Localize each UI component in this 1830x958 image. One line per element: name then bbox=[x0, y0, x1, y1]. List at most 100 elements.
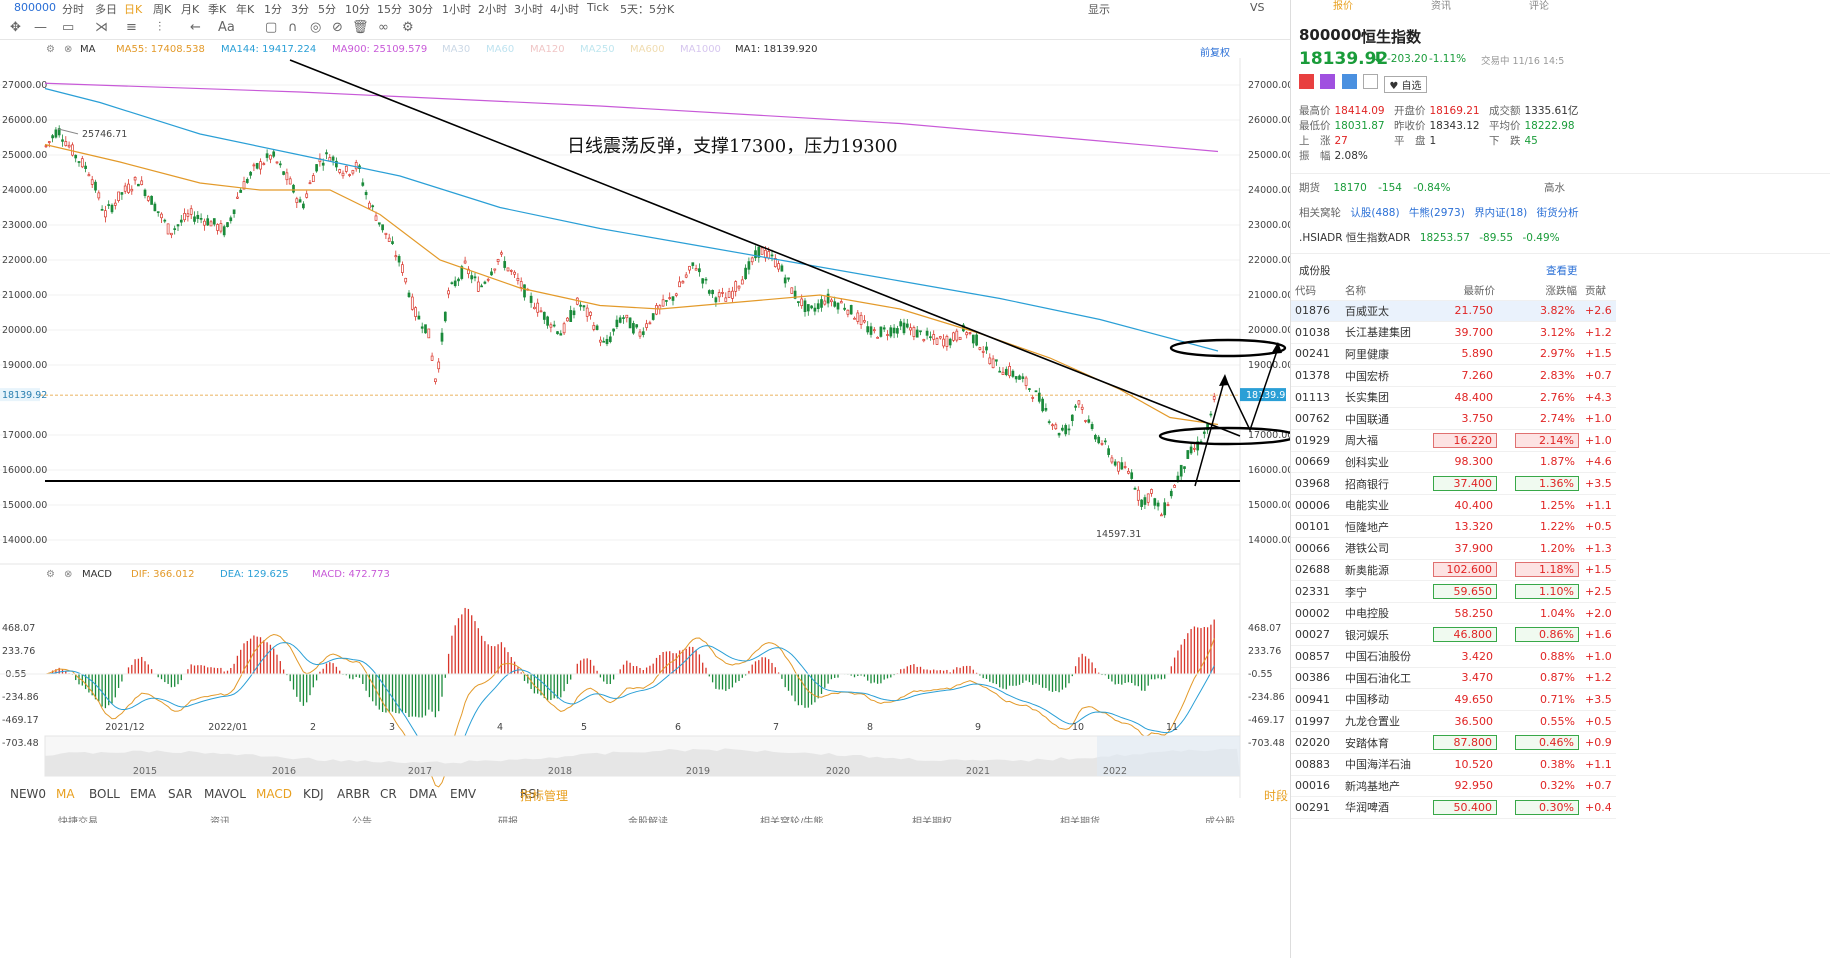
table-row[interactable]: 00241 阿里健康 5.890 2.97% +1.5 bbox=[1291, 343, 1616, 366]
period-tab-8[interactable]: 3分 bbox=[291, 3, 309, 15]
bottom-tab-0[interactable]: 快捷交易 bbox=[58, 817, 98, 823]
view-more-link[interactable]: 查看更 bbox=[1546, 265, 1578, 277]
table-row[interactable]: 00027 银河娱乐 46.800 0.86% +1.6 bbox=[1291, 623, 1616, 646]
trash-icon[interactable]: 🗑 bbox=[352, 20, 369, 35]
table-row[interactable]: 00762 中国联通 3.750 2.74% +1.0 bbox=[1291, 407, 1616, 431]
gear-icon[interactable]: ⚙ bbox=[46, 569, 55, 580]
table-row[interactable]: 01038 长江基建集团 39.700 3.12% +1.2 bbox=[1291, 321, 1616, 344]
column-header-0[interactable]: 代码 bbox=[1291, 282, 1341, 301]
indicator-tab-0[interactable]: NEW0 bbox=[10, 787, 47, 801]
period-tab-1[interactable]: 多日 bbox=[95, 3, 117, 15]
period-tab-6[interactable]: 年K bbox=[236, 3, 255, 15]
cbbc-link[interactable]: 牛熊(2973) bbox=[1408, 207, 1465, 219]
table-row[interactable]: 00006 电能实业 40.400 1.25% +1.1 bbox=[1291, 494, 1616, 517]
macd-label[interactable]: MACD bbox=[82, 569, 112, 580]
session-button[interactable]: 时段 bbox=[1264, 789, 1289, 803]
text-tool-icon[interactable]: Aa bbox=[218, 20, 235, 35]
bottom-tab-1[interactable]: 资讯 bbox=[210, 817, 230, 823]
table-row[interactable]: 02688 新奥能源 102.600 1.18% +1.5 bbox=[1291, 559, 1616, 582]
crosshair-icon[interactable]: ✥ bbox=[10, 20, 21, 35]
period-tab-17[interactable]: Tick bbox=[587, 1, 609, 14]
period-tab-0[interactable]: 分时 bbox=[62, 3, 84, 15]
table-row[interactable]: 01929 周大福 16.220 2.14% +1.0 bbox=[1291, 429, 1616, 452]
bottom-tab-8[interactable]: 成分股 bbox=[1205, 817, 1235, 823]
period-tab-11[interactable]: 15分 bbox=[377, 3, 402, 15]
magnet-icon[interactable]: ∩ bbox=[288, 20, 298, 35]
indicator-tab-8[interactable]: ARBR bbox=[337, 787, 371, 801]
indicator-tab-10[interactable]: DMA bbox=[409, 787, 437, 801]
arrow-tool-icon[interactable]: ← bbox=[190, 20, 201, 35]
indicator-tab-3[interactable]: EMA bbox=[130, 787, 157, 801]
period-tab-9[interactable]: 5分 bbox=[318, 3, 336, 15]
settings-icon[interactable]: ⚙ bbox=[402, 20, 414, 35]
period-tab-10[interactable]: 10分 bbox=[345, 3, 370, 15]
fib-tool-icon[interactable]: ≡ bbox=[126, 20, 137, 35]
tab-comments[interactable]: 评论 bbox=[1529, 1, 1549, 12]
period-tab-5[interactable]: 季K bbox=[208, 3, 227, 15]
futures-row[interactable]: 期货 18170 -154 -0.84% bbox=[1299, 180, 1450, 195]
indicator-tab-5[interactable]: MAVOL bbox=[204, 787, 246, 801]
table-row[interactable]: 00941 中国移动 49.650 0.71% +3.5 bbox=[1291, 688, 1616, 711]
period-tab-15[interactable]: 3小时 bbox=[514, 3, 543, 15]
period-tab-4[interactable]: 月K bbox=[181, 3, 200, 15]
table-row[interactable]: 00883 中国海洋石油 10.520 0.38% +1.1 bbox=[1291, 753, 1616, 776]
table-row[interactable]: 01876 百威亚太 21.750 3.82% +2.6 bbox=[1291, 300, 1616, 323]
bottom-tab-2[interactable]: 公告 bbox=[352, 817, 372, 823]
table-row[interactable]: 03968 招商银行 37.400 1.36% +3.5 bbox=[1291, 472, 1616, 495]
note-icon[interactable] bbox=[1363, 74, 1379, 89]
stock-code[interactable]: 800000 bbox=[14, 1, 56, 14]
table-row[interactable]: 00016 新鸿基地产 92.950 0.32% +0.7 bbox=[1291, 775, 1616, 798]
table-row[interactable]: 01378 中国宏桥 7.260 2.83% +0.7 bbox=[1291, 364, 1616, 387]
table-row[interactable]: 00101 恒隆地产 13.320 1.22% +0.5 bbox=[1291, 515, 1616, 539]
hide-icon[interactable]: ⊘ bbox=[332, 20, 343, 35]
eye-icon[interactable]: ◎ bbox=[310, 20, 322, 35]
indicator-tab-7[interactable]: KDJ bbox=[303, 787, 324, 801]
lightning-icon[interactable] bbox=[1320, 74, 1336, 89]
table-row[interactable]: 01113 长实集团 48.400 2.76% +4.3 bbox=[1291, 386, 1616, 409]
indicator-tab-12[interactable]: RSI bbox=[520, 787, 540, 801]
adjust-button[interactable]: 前复权 bbox=[1200, 48, 1230, 59]
indicator-tab-11[interactable]: EMV bbox=[450, 787, 477, 801]
share-icon[interactable] bbox=[1341, 74, 1357, 89]
period-tab-18[interactable]: 5天：5分K bbox=[620, 3, 675, 15]
close-icon[interactable]: ⊗ bbox=[64, 44, 73, 55]
bottom-tab-3[interactable]: 研报 bbox=[498, 817, 518, 823]
table-row[interactable]: 00291 华润啤酒 50.400 0.30% +0.4 bbox=[1291, 796, 1616, 819]
tab-news[interactable]: 资讯 bbox=[1431, 1, 1451, 12]
table-row[interactable]: 02020 安踏体育 87.800 0.46% +0.9 bbox=[1291, 731, 1616, 754]
indicator-tab-2[interactable]: BOLL bbox=[89, 787, 120, 801]
watchlist-button[interactable]: ♥ 自选 bbox=[1384, 76, 1427, 93]
table-row[interactable]: 00002 中电控股 58.250 1.04% +2.0 bbox=[1291, 602, 1616, 625]
indicator-tab-6[interactable]: MACD bbox=[256, 787, 292, 801]
table-row[interactable]: 02331 李宁 59.650 1.10% +2.5 bbox=[1291, 580, 1616, 603]
channel-tool-icon[interactable]: ⫶ bbox=[158, 20, 162, 35]
table-row[interactable]: 01997 九龙仓置业 36.500 0.55% +0.5 bbox=[1291, 710, 1616, 733]
period-tab-2[interactable]: 日K bbox=[124, 3, 143, 15]
line-tool-icon[interactable]: — bbox=[34, 20, 47, 35]
bottom-tab-4[interactable]: 金股解读 bbox=[628, 817, 668, 823]
column-header-4[interactable]: 贡献 bbox=[1581, 282, 1616, 301]
close-icon[interactable]: ⊗ bbox=[64, 569, 73, 580]
warrants-link[interactable]: 认股(488) bbox=[1350, 207, 1400, 219]
rectangle-tool-icon[interactable]: ▭ bbox=[62, 20, 75, 35]
note-tool-icon[interactable]: ▢ bbox=[265, 20, 278, 35]
adr-row[interactable]: .HSIADR 恒生指数ADR 18253.57 -89.55 -0.49% bbox=[1299, 230, 1560, 245]
bottom-tab-5[interactable]: 相关窝轮/牛熊 bbox=[760, 817, 824, 823]
period-tab-13[interactable]: 1小时 bbox=[442, 3, 471, 15]
bottom-tab-7[interactable]: 相关期货 bbox=[1060, 817, 1100, 823]
indicator-tab-4[interactable]: SAR bbox=[168, 787, 193, 801]
inline-warrant-link[interactable]: 界内证(18) bbox=[1474, 207, 1528, 219]
table-row[interactable]: 00857 中国石油股份 3.420 0.88% +1.0 bbox=[1291, 645, 1616, 668]
overview-window[interactable] bbox=[1097, 736, 1240, 776]
indicator-tab-13[interactable]: 指标管理 bbox=[520, 789, 569, 803]
link-icon[interactable]: ∞ bbox=[378, 20, 389, 35]
period-tab-16[interactable]: 4小时 bbox=[550, 3, 579, 15]
kline-chart[interactable]: 27000.00 27000.00 26000.00 26000.00 25000.00… bbox=[0, 58, 1290, 798]
column-header-3[interactable]: 涨跌幅 bbox=[1499, 282, 1581, 301]
bottom-tab-6[interactable]: 相关期权 bbox=[912, 817, 952, 823]
fork-tool-icon[interactable]: ⋊ bbox=[95, 20, 108, 35]
period-tab-3[interactable]: 周K bbox=[153, 3, 172, 15]
period-tab-12[interactable]: 30分 bbox=[408, 3, 433, 15]
table-row[interactable]: 00386 中国石油化工 3.470 0.87% +1.2 bbox=[1291, 667, 1616, 690]
column-header-2[interactable]: 最新价 bbox=[1431, 282, 1499, 301]
